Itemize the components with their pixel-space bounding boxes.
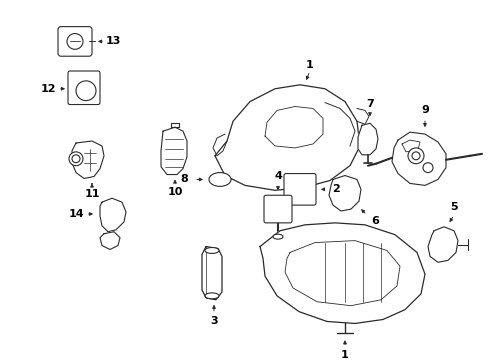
Text: 9: 9 [420, 105, 428, 116]
FancyBboxPatch shape [68, 71, 100, 104]
Circle shape [69, 152, 83, 166]
Text: 2: 2 [331, 184, 339, 194]
Text: 11: 11 [84, 189, 100, 199]
Polygon shape [328, 176, 360, 211]
Polygon shape [357, 123, 377, 155]
Polygon shape [100, 232, 120, 249]
Polygon shape [161, 127, 186, 175]
FancyBboxPatch shape [284, 174, 315, 205]
Text: 6: 6 [370, 216, 378, 226]
Text: 7: 7 [366, 99, 373, 109]
Polygon shape [100, 198, 126, 232]
Ellipse shape [204, 248, 219, 253]
Text: 14: 14 [68, 209, 83, 219]
Circle shape [76, 81, 96, 100]
Ellipse shape [272, 234, 283, 239]
Polygon shape [202, 247, 222, 300]
Ellipse shape [208, 172, 230, 186]
Text: 1: 1 [305, 60, 313, 70]
Ellipse shape [204, 293, 219, 299]
Text: 10: 10 [167, 187, 183, 197]
Text: 3: 3 [210, 316, 217, 327]
Circle shape [422, 163, 432, 172]
Polygon shape [391, 132, 445, 185]
Polygon shape [427, 227, 457, 262]
Circle shape [407, 148, 423, 164]
FancyBboxPatch shape [340, 187, 348, 193]
Polygon shape [260, 223, 424, 323]
Text: 8: 8 [180, 175, 187, 184]
Polygon shape [72, 141, 104, 179]
Text: 5: 5 [449, 202, 457, 212]
Text: 4: 4 [273, 171, 282, 180]
FancyBboxPatch shape [264, 195, 291, 223]
Polygon shape [401, 140, 419, 152]
Text: 12: 12 [40, 84, 56, 94]
Text: 1: 1 [341, 350, 348, 360]
Polygon shape [215, 85, 359, 190]
Text: 13: 13 [105, 36, 121, 46]
